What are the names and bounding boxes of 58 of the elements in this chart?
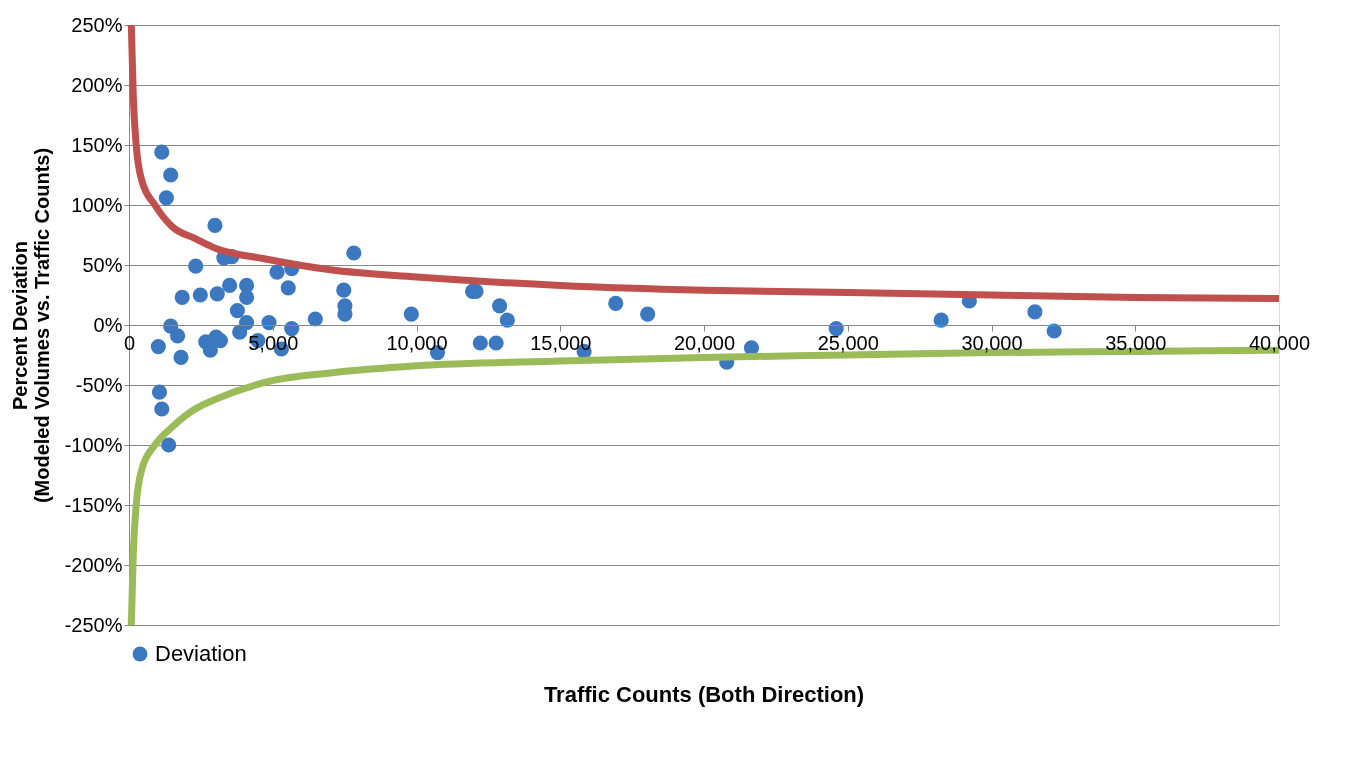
point — [163, 167, 179, 183]
point — [154, 401, 170, 417]
x-tick-label: 0 — [123, 331, 136, 354]
point — [188, 258, 204, 274]
point — [154, 144, 170, 160]
point — [207, 217, 223, 233]
point — [161, 437, 177, 453]
point — [174, 289, 190, 305]
point — [222, 277, 238, 293]
point — [499, 312, 515, 328]
point — [492, 298, 508, 314]
point — [239, 315, 255, 331]
x-tick-label: 35,000 — [1105, 331, 1167, 354]
y-tick-label: -100% — [64, 433, 123, 456]
x-tick-label: 25,000 — [817, 331, 879, 354]
y-tick-label: 50% — [82, 253, 123, 276]
point — [608, 295, 624, 311]
y-tick-label: -250% — [64, 613, 123, 636]
point — [1027, 304, 1043, 320]
y-axis-title: Percent Deviation (Modeled Volumes vs. Traffic Counts) — [8, 147, 53, 504]
point — [472, 335, 488, 351]
point — [170, 328, 186, 344]
x-tick-label: 15,000 — [530, 331, 592, 354]
point — [346, 245, 362, 261]
y-tick-label: 0% — [93, 313, 123, 336]
point — [209, 286, 225, 302]
point — [192, 287, 208, 303]
x-tick-label: 30,000 — [961, 331, 1023, 354]
point — [173, 349, 189, 365]
point — [158, 190, 174, 206]
x-tick-label: 20,000 — [673, 331, 736, 354]
y-tick-label: 200% — [71, 73, 123, 96]
point — [403, 306, 419, 322]
point — [336, 282, 352, 298]
y-tick-label: 100% — [71, 193, 123, 216]
x-axis-title: Traffic Counts (Both Direction) — [543, 682, 865, 707]
point — [1046, 323, 1062, 339]
y-tick-label: -50% — [75, 373, 123, 396]
point — [640, 306, 656, 322]
point — [280, 280, 296, 296]
point — [488, 335, 504, 351]
x-tick-label: 10,000 — [386, 331, 448, 354]
point — [933, 312, 949, 328]
point — [150, 339, 166, 355]
point — [269, 264, 285, 280]
point — [229, 303, 245, 319]
point — [202, 342, 218, 358]
x-tick-label: 40,000 — [1248, 331, 1311, 354]
y-tick-label: -150% — [64, 493, 123, 516]
point — [828, 321, 844, 337]
point — [151, 384, 168, 400]
legend-label: Deviation — [155, 641, 247, 666]
point — [239, 289, 255, 305]
point — [307, 311, 323, 327]
y-tick-label: -200% — [64, 553, 123, 576]
y-tick-label: 150% — [71, 133, 123, 156]
point — [284, 321, 300, 337]
y-tick-label: 250% — [71, 13, 123, 36]
